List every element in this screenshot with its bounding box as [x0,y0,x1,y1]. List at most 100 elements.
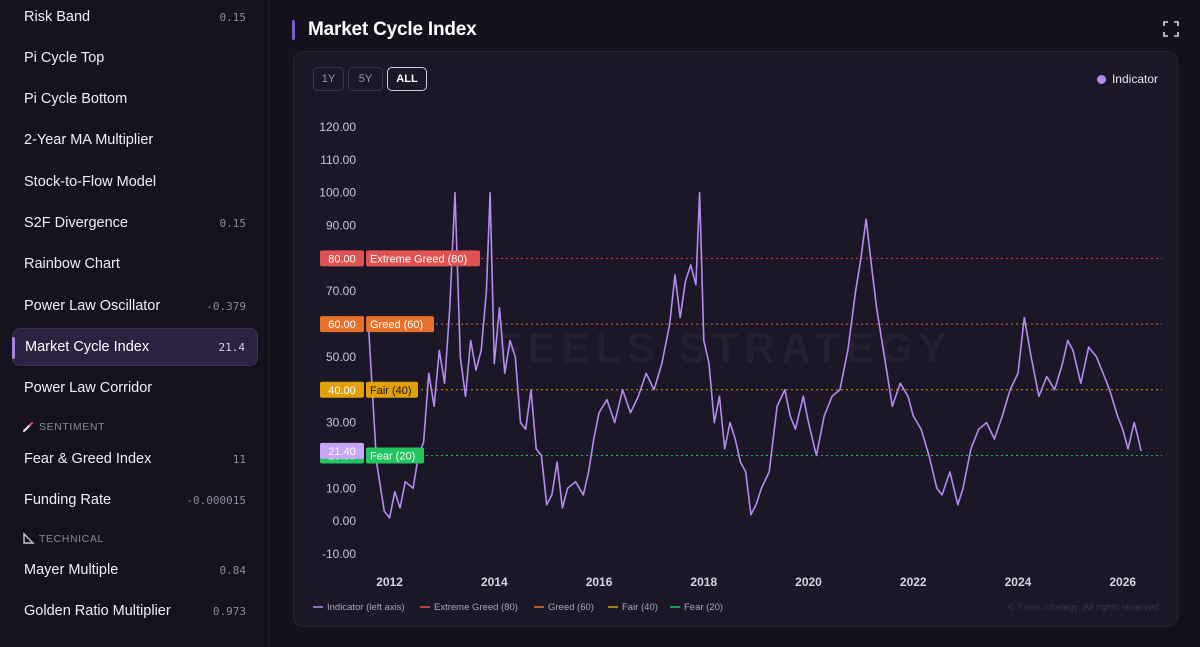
sidebar-item-power-law-oscillator[interactable]: Power Law Oscillator -0.379 [12,287,258,325]
sidebar-item-label: Rainbow Chart [24,256,120,272]
section-label: SENTIMENT [39,420,106,433]
legend-dot-icon [1096,74,1106,84]
band-value-text: 80.00 [328,253,356,265]
section-header-technical: TECHNICAL [22,532,104,545]
y-tick-label: 110.00 [320,153,356,167]
expand-icon[interactable] [1162,20,1180,38]
sidebar-item-value: 11 [232,452,246,466]
sidebar-item-value: 21.4 [218,340,246,354]
band-name-text: Extreme Greed (80) [370,253,467,265]
sidebar-item-label: Power Law Corridor [24,380,153,396]
x-axis: 2012 2014 2016 2018 2020 2022 2024 2026 [376,575,1136,589]
legend-top[interactable]: Indicator [1096,72,1158,86]
ruler-icon [23,532,35,544]
sidebar-item-label: Power Law Oscillator [24,298,161,314]
chart-panel: 1Y 5Y ALL Indicator FEELS STRATEGY -10.0… [293,51,1178,627]
sidebar-item-power-law-corridor[interactable]: Power Law Corridor [12,369,258,407]
legend-label: Fair (40) [622,602,658,613]
legend-label: Extreme Greed (80) [434,602,518,613]
band-value-badge [320,250,364,267]
sidebar-item-label: Pi Cycle Top [24,50,105,66]
y-tick-label: 10.00 [326,481,356,495]
sidebar-item-s2f-divergence[interactable]: S2F Divergence 0.15 [12,204,258,242]
x-tick-label: 2012 [376,575,403,589]
copyright: © Feels Strategy. All rights reserved [1008,602,1159,613]
sidebar-item-label: Funding Rate [24,492,112,508]
sidebar: Risk Band 0.15 Pi Cycle Top Pi Cycle Bot… [0,0,270,647]
y-axis: -10.000.0010.0020.0030.0040.0050.0060.00… [319,120,356,561]
range-button-5y[interactable]: 5Y [348,67,383,91]
legend-label: Fear (20) [684,602,723,613]
x-tick-label: 2018 [690,575,717,589]
y-tick-label: 30.00 [326,416,356,430]
current-value-label: 21.40 [320,442,364,459]
sidebar-item-mayer-multiple[interactable]: Mayer Multiple 0.84 [12,551,258,589]
range-button-1y[interactable]: 1Y [313,67,344,91]
sidebar-item-label: Mayer Multiple [24,562,119,578]
band-value-text: 60.00 [328,319,356,331]
sidebar-item-label: Pi Cycle Bottom [24,91,128,107]
sidebar-item-fear-greed-index[interactable]: Fear & Greed Index 11 [12,440,258,478]
band-value-badge [320,381,364,398]
sidebar-item-pi-cycle-top[interactable]: Pi Cycle Top [12,39,258,77]
y-tick-label: 70.00 [326,284,356,298]
sidebar-item-pi-cycle-bottom[interactable]: Pi Cycle Bottom [12,80,258,118]
x-tick-label: 2026 [1109,575,1136,589]
current-value-badge [320,442,364,459]
sidebar-item-funding-rate[interactable]: Funding Rate -0.000015 [12,481,258,519]
market-cycle-chart[interactable]: FEELS STRATEGY -10.000.0010.0020.0030.00… [294,52,1179,628]
legend-label: Indicator (left axis) [327,602,405,613]
range-button-all[interactable]: ALL [387,67,427,91]
band-name-badge [366,381,418,398]
band-name-text: Greed (60) [370,319,423,331]
band-value-badge [320,316,364,333]
legend-label: Greed (60) [548,602,594,613]
y-tick-label: 100.00 [319,186,356,200]
sidebar-item-value: 0.84 [219,563,247,577]
sidebar-item-label: 2-Year MA Multiplier [24,132,154,148]
sidebar-item-value: 0.973 [212,604,246,618]
x-tick-label: 2014 [481,575,508,589]
title-bar: Market Cycle Index [292,17,1182,43]
sidebar-item-value: 0.15 [219,10,247,24]
sidebar-item-value: 0.15 [219,216,247,230]
sidebar-item-label: Risk Band [24,9,91,25]
sidebar-item-2-year-ma-multiplier[interactable]: 2-Year MA Multiplier [12,121,258,159]
band-name-badge [366,447,424,464]
sidebar-item-value: -0.379 [206,299,246,313]
bottom-legend: Indicator (left axis) Extreme Greed (80) G… [313,602,723,613]
watermark: FEELS STRATEGY [496,324,953,371]
indicator-line [367,191,1142,519]
band-name-text: Fair (40) [370,385,412,397]
sidebar-item-label: Golden Ratio Multiplier [24,603,171,619]
y-tick-label: -10.00 [322,547,356,561]
sidebar-item-value: -0.000015 [186,493,246,507]
band-value-text: 40.00 [328,385,356,397]
sidebar-item-risk-band[interactable]: Risk Band 0.15 [12,0,258,36]
section-label: TECHNICAL [39,532,104,545]
sidebar-item-rainbow-chart[interactable]: Rainbow Chart [12,245,258,283]
y-tick-label: 120.00 [319,120,356,134]
y-tick-label: 50.00 [326,350,356,364]
sidebar-item-label: S2F Divergence [24,215,128,231]
sidebar-item-label: Market Cycle Index [25,339,150,355]
sidebar-item-label: Fear & Greed Index [24,451,152,467]
sidebar-item-stock-to-flow-model[interactable]: Stock-to-Flow Model [12,163,258,201]
x-tick-label: 2022 [900,575,927,589]
sidebar-item-label: Stock-to-Flow Model [24,174,157,190]
band-name-text: Fear (20) [370,450,415,462]
band-name-badge [366,316,434,333]
sidebar-item-golden-ratio-multiplier[interactable]: Golden Ratio Multiplier 0.973 [12,592,258,630]
sidebar-item-market-cycle-index[interactable]: Market Cycle Index 21.4 [12,328,258,366]
y-tick-label: 90.00 [326,219,356,233]
section-header-sentiment: SENTIMENT [22,420,105,433]
x-tick-label: 2024 [1005,575,1032,589]
band-labels: 80.00 Extreme Greed (80) 60.00 Greed (60) 40… [320,250,480,464]
x-tick-label: 2020 [795,575,822,589]
page-title: Market Cycle Index [308,19,477,40]
y-tick-label: 0.00 [333,514,357,528]
current-value-text: 21.40 [328,446,356,458]
title-accent [292,20,295,40]
band-name-badge [366,250,480,267]
legend-top-label: Indicator [1111,72,1158,86]
